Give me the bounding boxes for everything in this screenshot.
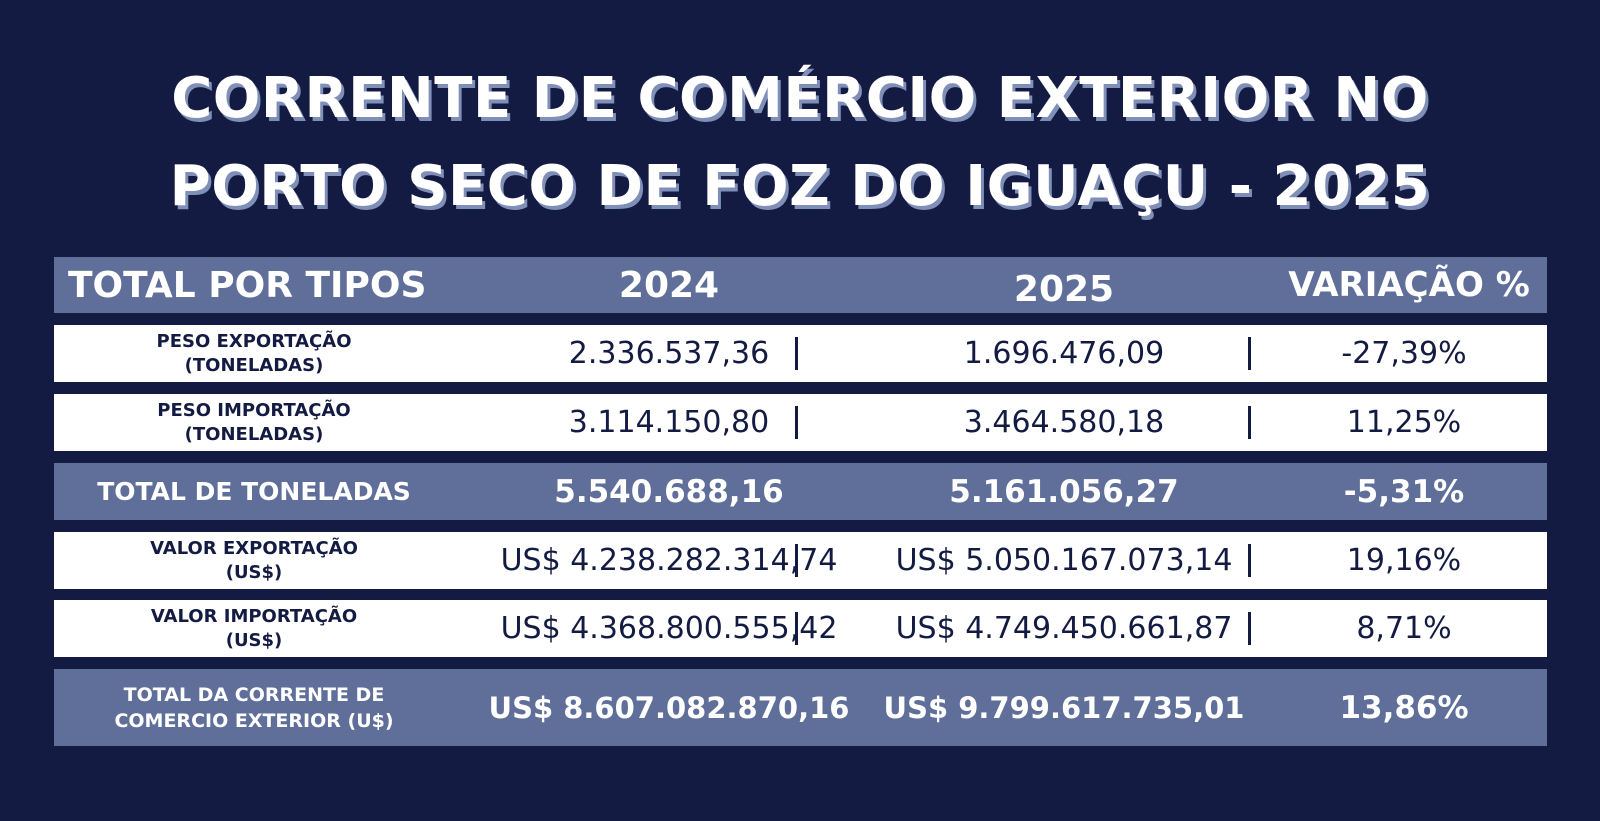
column-divider [1248, 337, 1251, 370]
table-row-valor-importacao: VALOR IMPORTAÇÃO (US$) US$ 4.368.800.555… [54, 600, 1547, 657]
value-2025: US$ 9.799.617.735,01 [883, 690, 1245, 725]
row-label: PESO IMPORTAÇÃO (TONELADAS) [54, 394, 454, 451]
row-label-line-1: PESO EXPORTAÇÃO [156, 330, 352, 352]
column-divider [1248, 544, 1251, 577]
row-label: TOTAL DE TONELADAS [97, 477, 411, 506]
column-divider [795, 612, 798, 645]
value-2025: US$ 5.050.167.073,14 [895, 543, 1233, 578]
value-2025: US$ 4.749.450.661,87 [895, 611, 1233, 646]
value-variacao: -27,39% [1341, 336, 1467, 371]
table-row-peso-importacao: PESO IMPORTAÇÃO (TONELADAS) 3.114.150,80… [54, 394, 1547, 451]
page-title: CORRENTE DE COMÉRCIO EXTERIOR NO PORTO S… [0, 55, 1600, 231]
row-label-line-2: (TONELADAS) [184, 423, 324, 445]
value-2024: US$ 4.368.800.555,42 [500, 611, 838, 646]
row-label: TOTAL DA CORRENTE DE COMERCIO EXTERIOR (… [54, 669, 454, 746]
page-title-line-1: CORRENTE DE COMÉRCIO EXTERIOR NO [171, 66, 1429, 131]
row-label-line-2: COMERCIO EXTERIOR (U$) [114, 709, 394, 732]
value-2025: 5.161.056,27 [949, 473, 1179, 510]
value-variacao: 11,25% [1346, 405, 1462, 440]
row-label-line-1: VALOR IMPORTAÇÃO [150, 605, 358, 627]
page-title-line-2: PORTO SECO DE FOZ DO IGUAÇU - 2025 [169, 154, 1431, 219]
row-label: VALOR EXPORTAÇÃO (US$) [54, 532, 454, 589]
value-variacao: 19,16% [1346, 543, 1462, 578]
table-row-peso-exportacao: PESO EXPORTAÇÃO (TONELADAS) 2.336.537,36… [54, 325, 1547, 382]
header-variacao: VARIAÇÃO % [1288, 265, 1530, 305]
value-variacao: -5,31% [1343, 473, 1465, 510]
value-2024: 3.114.150,80 [568, 405, 770, 440]
header-total-por-tipos: TOTAL POR TIPOS [68, 264, 427, 306]
column-divider [795, 544, 798, 577]
column-divider [795, 406, 798, 439]
table-row-total-toneladas: TOTAL DE TONELADAS 5.540.688,16 5.161.05… [54, 463, 1547, 520]
table-row-valor-exportacao: VALOR EXPORTAÇÃO (US$) US$ 4.238.282.314… [54, 532, 1547, 589]
row-label-line-1: VALOR EXPORTAÇÃO [150, 537, 358, 559]
value-2024: US$ 4.238.282.314,74 [500, 543, 838, 578]
value-2024: 2.336.537,36 [568, 336, 770, 371]
header-2024: 2024 [618, 264, 720, 306]
table-header: TOTAL POR TIPOS 2024 2025 VARIAÇÃO % [54, 257, 1547, 313]
column-divider [795, 337, 798, 370]
value-2025: 1.696.476,09 [963, 336, 1165, 371]
row-label-line-1: PESO IMPORTAÇÃO [157, 399, 351, 421]
value-2024: 5.540.688,16 [554, 473, 784, 510]
row-label-line-1: TOTAL DA CORRENTE DE [123, 683, 385, 706]
value-2025: 3.464.580,18 [963, 405, 1165, 440]
row-label-line-2: (US$) [225, 629, 283, 651]
row-label: PESO EXPORTAÇÃO (TONELADAS) [54, 325, 454, 382]
value-variacao: 13,86% [1339, 689, 1469, 726]
header-2025: 2025 [1013, 268, 1115, 310]
row-label-line-2: (US$) [225, 561, 283, 583]
row-label-line-2: (TONELADAS) [184, 354, 324, 376]
value-variacao: 8,71% [1356, 611, 1452, 646]
table-row-total-corrente: TOTAL DA CORRENTE DE COMERCIO EXTERIOR (… [54, 669, 1547, 746]
column-divider [1248, 612, 1251, 645]
value-2024: US$ 8.607.082.870,16 [488, 690, 850, 725]
row-label: VALOR IMPORTAÇÃO (US$) [54, 600, 454, 657]
column-divider [1248, 406, 1251, 439]
